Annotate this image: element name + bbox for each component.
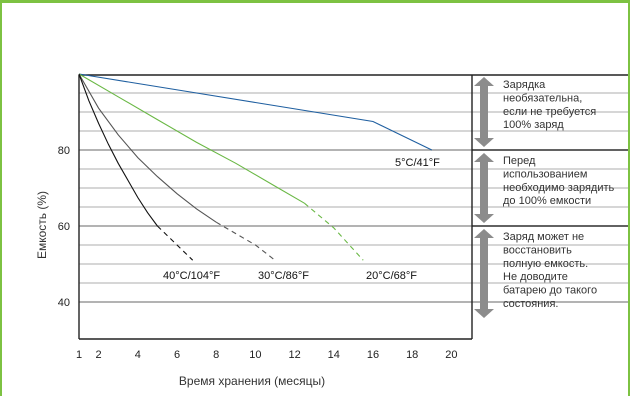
y-axis-label: Емкость (%) xyxy=(35,191,49,259)
zone-note-3-line-1: Заряд может не xyxy=(503,231,584,243)
series-dashed-4 xyxy=(157,225,194,261)
axes xyxy=(78,74,628,340)
x-tick-14: 14 xyxy=(328,349,340,361)
series-line-4 xyxy=(78,73,158,227)
series-label-4: 40°C/104°F xyxy=(163,270,220,282)
zone-note-3-line-3: полную емкость. xyxy=(503,258,588,270)
zone-note-1-line-3: если не требуется xyxy=(503,106,596,118)
series-line-1 xyxy=(78,73,433,151)
x-tick-18: 18 xyxy=(406,349,418,361)
zone-arrow-3 xyxy=(474,229,494,318)
x-tick-10: 10 xyxy=(249,349,261,361)
x-tick-8: 8 xyxy=(213,349,219,361)
series-label-2: 20°C/68°F xyxy=(366,270,417,282)
series-label-3: 30°C/86°F xyxy=(258,270,309,282)
series-label-1: 5°C/41°F xyxy=(395,157,440,169)
zone-note-1-line-1: Зарядка xyxy=(503,79,546,91)
zone-arrow-2 xyxy=(474,153,494,223)
zone-arrow-1 xyxy=(474,77,494,147)
zone-note-2-line-2: использованием xyxy=(503,168,587,180)
series-dashed-3 xyxy=(215,221,276,261)
zone-note-3-line-4: Не доводите xyxy=(503,271,568,283)
series-dashed-2 xyxy=(304,202,364,261)
zone-note-3-line-5: батарею до такого xyxy=(503,285,597,297)
x-tick-12: 12 xyxy=(288,349,300,361)
x-tick-6: 6 xyxy=(174,349,180,361)
x-tick-1: 1 xyxy=(76,349,82,361)
x-tick-4: 4 xyxy=(135,349,141,361)
series-lines: 5°C/41°F 20°C/68°F 30°C/86°F 40°C/104°F xyxy=(78,73,440,282)
series-line-2 xyxy=(78,73,305,204)
zone-note-1-line-4: 100% заряд xyxy=(503,119,564,131)
zone-note-3-line-2: восстановить xyxy=(503,244,572,256)
x-tick-20: 20 xyxy=(445,349,457,361)
y-tick-60: 60 xyxy=(58,221,70,233)
zone-note-2-line-4: до 100% емкости xyxy=(503,195,591,207)
y-tick-80: 80 xyxy=(58,145,70,157)
zone-note-2-line-3: необходимо зарядить xyxy=(503,182,615,194)
x-tick-2: 2 xyxy=(96,349,102,361)
x-tick-16: 16 xyxy=(367,349,379,361)
zone-note-2-line-1: Перед xyxy=(503,155,536,167)
y-tick-40: 40 xyxy=(58,297,70,309)
series-line-3 xyxy=(78,73,217,223)
zone-note-3-line-6: состояния. xyxy=(503,298,558,310)
x-axis-label: Время хранения (месяцы) xyxy=(179,374,325,388)
zone-note-1-line-2: необязательна, xyxy=(503,92,582,104)
